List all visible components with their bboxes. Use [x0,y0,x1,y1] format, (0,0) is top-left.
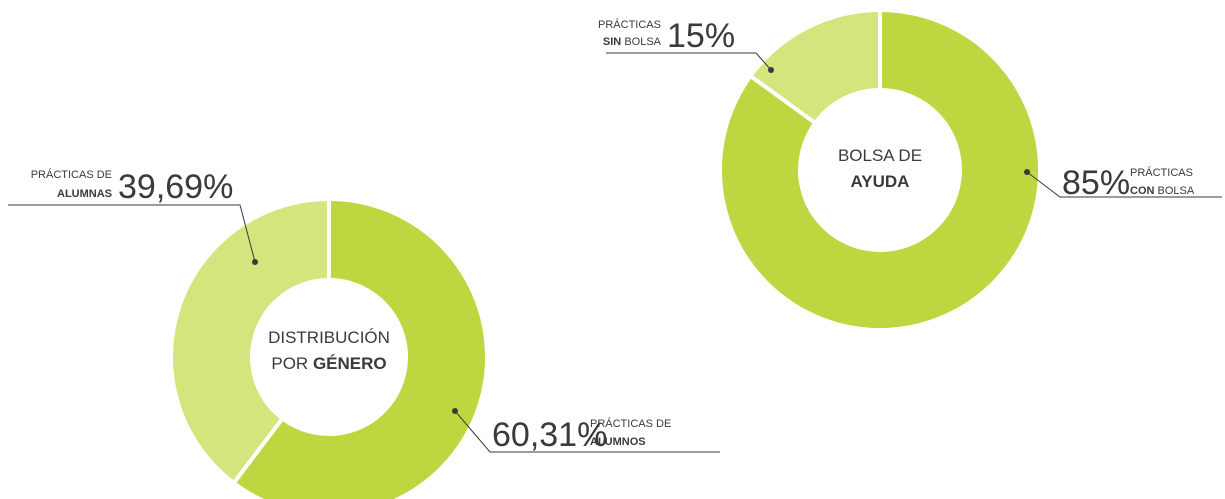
value-label: 60,31% [492,416,607,454]
center-title: AYUDA [851,172,910,191]
center-title: POR GÉNERO [271,354,386,373]
slice-label: ALUMNOS [590,436,646,448]
value-label: 15% [667,17,735,55]
slice-label: PRÁCTICAS [598,18,661,31]
slice-label-part: CON [1130,185,1155,197]
slice-label-part: ALUMNAS [57,188,112,200]
center-title-part: AYUDA [851,172,910,191]
center-title-part: POR [271,354,308,373]
center-title-part: BOLSA DE [838,146,922,165]
leader-dot [252,259,258,265]
value-label: 39,69% [118,168,233,206]
slice-label-part: ALUMNOS [590,436,646,448]
slice-label-part: BOLSA [1158,185,1195,197]
slice [718,7,1042,332]
leader-dot [768,67,774,73]
slice-label-part: PRÁCTICAS [1130,166,1193,179]
slice-label-part: BOLSA [624,36,661,48]
slice-label: CON BOLSA [1130,185,1195,197]
slice-label: PRÁCTICAS DE [590,417,671,430]
slice-label-part: PRÁCTICAS DE [590,417,671,430]
center-title: DISTRIBUCIÓN [268,328,390,347]
value-label: 85% [1062,164,1130,202]
leader-dot [452,408,458,414]
leader-dot [1024,169,1030,175]
slice-label: ALUMNAS [57,188,112,200]
leader-line [8,204,256,263]
slice [230,196,489,499]
leader-line [454,410,720,453]
leader-line [606,52,772,71]
slice [747,7,882,126]
slice [169,196,331,486]
center-title: BOLSA DE [838,146,922,165]
slice-label-part: PRÁCTICAS DE [31,168,112,181]
slice-label: PRÁCTICAS [1130,166,1193,179]
slice-label: PRÁCTICAS DE [31,168,112,181]
slice-label-part: SIN [603,36,621,48]
center-title-part: GÉNERO [313,354,387,373]
leader-line [1026,171,1222,198]
slice-label-part: PRÁCTICAS [598,18,661,31]
center-title-part: DISTRIBUCIÓN [268,328,390,347]
slice-label: SIN BOLSA [603,36,662,48]
